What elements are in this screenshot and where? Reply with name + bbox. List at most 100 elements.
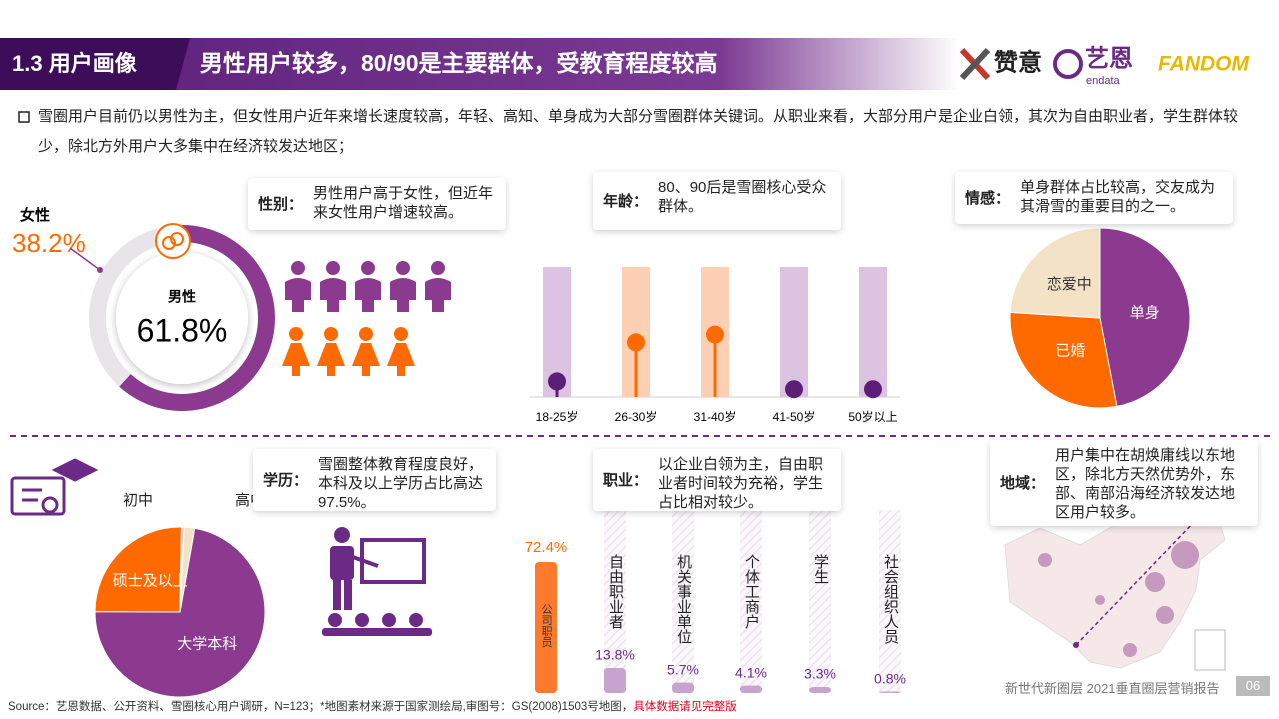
box-label: 年龄： (603, 192, 649, 210)
male-icon (355, 278, 381, 312)
emotion-box: 情感： 单身群体占比较高，交友成为其滑雪的重要目的之一。 (955, 172, 1233, 224)
male-icon (425, 278, 451, 312)
bar (879, 691, 901, 693)
bar-category: 机关事业单位 (675, 554, 692, 644)
bar (535, 562, 557, 693)
bullet (18, 111, 30, 123)
bar (809, 687, 831, 693)
age-band (780, 267, 808, 397)
logo-fandom: FANDOM (1158, 53, 1250, 76)
bar (672, 682, 694, 693)
teacher-icon (322, 527, 432, 636)
leader-line (69, 247, 101, 271)
occupation-box: 职业： 以企业白领为主，自由职业者时间较为充裕，学生占比相对较少。 (593, 449, 841, 511)
female-icon (359, 327, 373, 341)
logo-e (1053, 49, 1083, 79)
donut-center (116, 252, 248, 384)
bar-track (809, 510, 831, 693)
source-note: 具体数据请见完整版 (633, 701, 737, 713)
pie-label: 单身 (1130, 305, 1160, 322)
bar-value: 0.8% (874, 670, 906, 686)
x-tick-label: 50岁以上 (848, 409, 897, 424)
box-label: 职业： (603, 471, 649, 489)
bar-category: 个体工商户 (743, 554, 760, 629)
x-tick-label: 26-30岁 (615, 409, 658, 424)
gender-box: 性别： 男性用户高于女性，但近年来女性用户增速较高。 (248, 178, 506, 230)
bar-track (879, 510, 901, 693)
female-icon (387, 343, 415, 376)
bar-category: 社会组织人员 (882, 554, 899, 644)
donut-label: 女性 (20, 206, 50, 224)
box-label: 情感： (965, 189, 1011, 207)
gender-icon (170, 232, 184, 246)
bar (740, 685, 762, 693)
male-icon (361, 261, 375, 275)
dot (627, 333, 645, 352)
female-icon (394, 327, 408, 341)
pie-label: 大学本科 (177, 636, 237, 653)
age-band (859, 267, 887, 397)
dot (548, 372, 566, 391)
pie-label: 恋爱中 (1047, 275, 1092, 293)
report-name: 新世代新圈层 2021垂直圈层营销报告 (1005, 681, 1220, 696)
page-title: 男性用户较多，80/90是主要群体，受教育程度较高 (200, 50, 718, 76)
bar-value: 13.8% (595, 647, 635, 663)
male-icon (431, 261, 445, 275)
male-icon (320, 278, 346, 312)
source: Source：艺恩数据、公开资料、雪圈核心用户调研，N=123；*地图素材来源于… (8, 698, 737, 714)
box-text: 单身群体占比较高，交友成为其滑雪的重要目的之一。 (1020, 179, 1216, 215)
education-icon (10, 458, 99, 516)
female-icon (324, 327, 338, 341)
pie-slice (1009, 311, 1118, 409)
donut-value: 38.2% (12, 228, 86, 258)
x-tick-label: 18-25岁 (536, 409, 579, 424)
donut-value: 61.8% (137, 312, 228, 348)
region-box: 地域： 用户集中在胡焕庸线以东地区，除北方天然优势外，东部、南部沿海经济较发达地区… (990, 440, 1258, 526)
section-title: 1.3 用户画像 (12, 51, 138, 76)
age-box: 年龄： 80、90后是雪圈核心受众群体。 (593, 172, 841, 230)
source-text: Source：艺恩数据、公开资料、雪圈核心用户调研，N=123；*地图素材来源于… (8, 701, 634, 713)
bar-track (604, 510, 626, 693)
logo-endata: endata (1086, 75, 1121, 87)
male-icon (396, 261, 410, 275)
leader-dot (97, 267, 103, 273)
donut-segment (119, 225, 275, 412)
box-text: 用户集中在胡焕庸线以东地区，除北方天然优势外，东部、南部沿海经济较发达地区用户较… (1055, 447, 1236, 521)
male-icon (326, 261, 340, 275)
male-icon (390, 278, 416, 312)
bar-value: 72.4% (525, 539, 568, 556)
logo-zanyi: 赞意 (993, 48, 1042, 76)
female-icon (352, 343, 380, 376)
bar (604, 668, 626, 693)
bar-category: 学生 (812, 554, 829, 584)
box-text: 雪圈整体教育程度良好，本科及以上学历占比高达97.5%。 (318, 456, 484, 511)
box-label: 学历： (263, 471, 309, 489)
donut-segment (88, 225, 182, 387)
pie-label: 硕士及以上 (113, 573, 188, 590)
bar-track (672, 510, 694, 693)
male-icon (285, 278, 311, 312)
female-icon (317, 343, 345, 376)
pie-slice (1009, 227, 1101, 319)
box-label: 地域： (1000, 474, 1046, 492)
donut-label: 男性 (168, 289, 196, 305)
bar-category: 自由职业者 (607, 554, 624, 629)
box-label: 性别： (258, 195, 304, 213)
pie-slice (94, 526, 182, 613)
x-tick-label: 31-40岁 (694, 409, 737, 424)
pie-label: 已婚 (1055, 343, 1085, 360)
header-section-bg (0, 38, 190, 90)
bar-category: 公司职员 (540, 604, 553, 649)
page-number: 06 (1236, 676, 1270, 696)
pie-label: 初中 (123, 492, 153, 509)
bar-value: 5.7% (667, 661, 699, 677)
dot (785, 380, 803, 399)
box-text: 80、90后是雪圈核心受众群体。 (658, 179, 827, 215)
box-text: 以企业白领为主，自由职业者时间较为充裕，学生占比相对较少。 (658, 456, 824, 511)
bar-track (740, 510, 762, 693)
bar-value: 4.1% (735, 664, 767, 680)
pie-slice (94, 527, 266, 698)
gender-icon (155, 223, 191, 259)
